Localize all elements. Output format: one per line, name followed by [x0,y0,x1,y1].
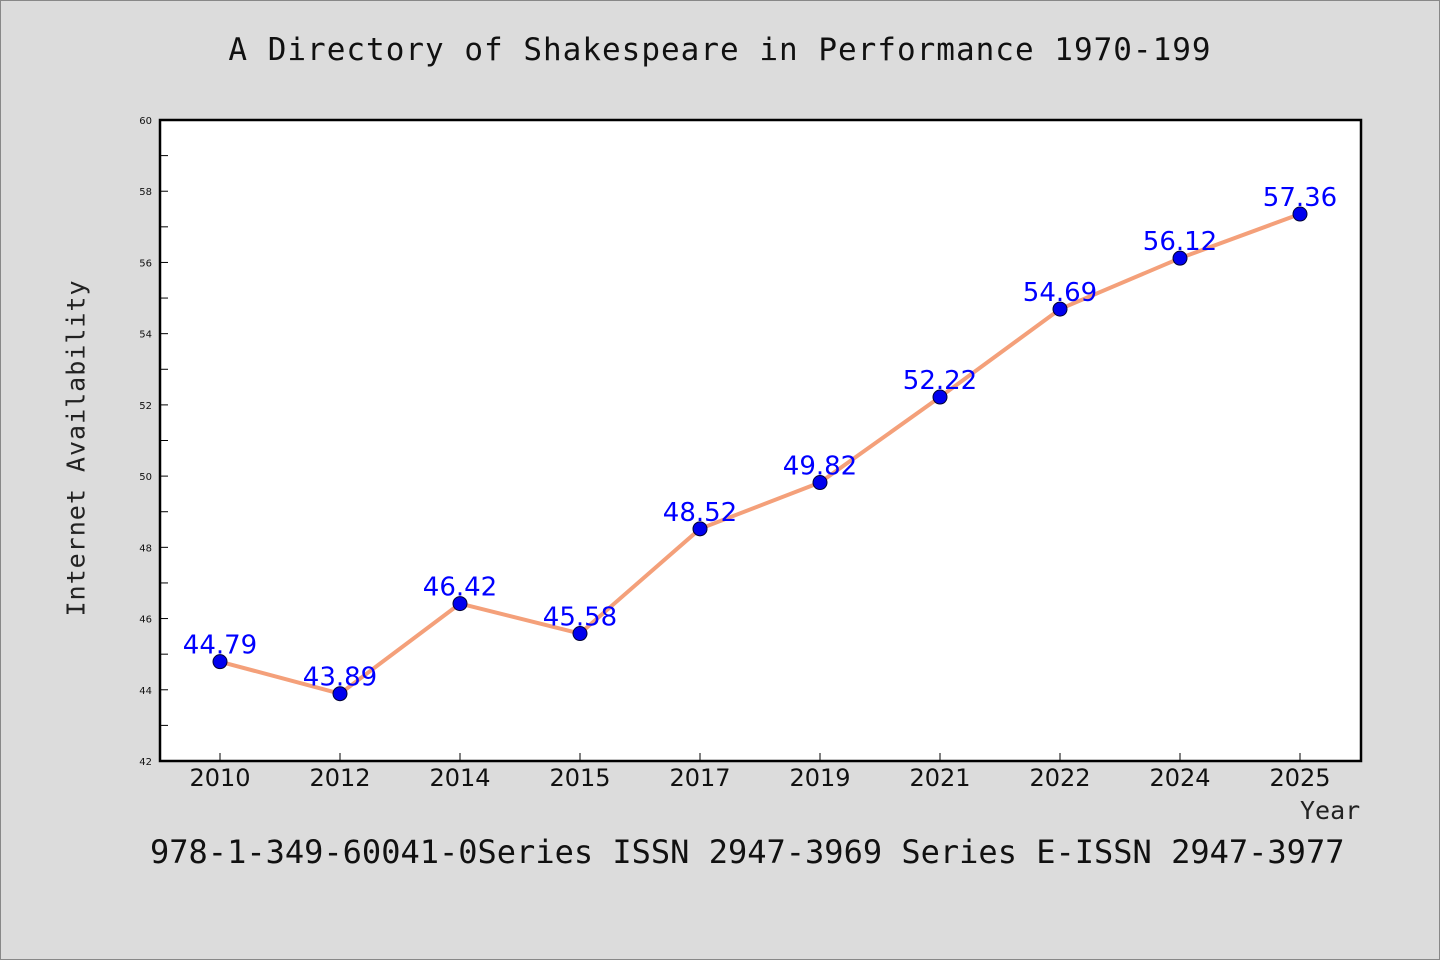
data-point [332,686,348,702]
x-tick-label: 2015 [549,764,610,792]
y-tick-label: 58 [139,187,152,198]
x-tick-label: 2022 [1029,764,1090,792]
data-point [572,626,588,642]
y-tick-label: 44 [139,686,152,697]
x-tick-label: 2019 [789,764,850,792]
y-tick-label: 56 [139,258,152,269]
x-tick-label: 2010 [189,764,250,792]
y-tick-label: 54 [139,330,152,341]
y-tick-label: 46 [139,615,152,626]
y-tick-label: 52 [139,401,152,412]
y-tick-label: 60 [139,116,152,127]
x-tick-label: 2014 [429,764,490,792]
x-tick-label: 2017 [669,764,730,792]
y-tick-label: 42 [139,757,152,768]
data-label: 56.12 [1143,227,1217,257]
data-label: 49.82 [783,452,857,482]
x-tick-label: 2025 [1269,764,1330,792]
data-point [1172,250,1188,266]
x-tick-label: 2012 [309,764,370,792]
data-point [1052,301,1068,317]
footer-text: 978-1-349-60041-0Series ISSN 2947-3969 S… [150,833,1345,871]
x-tick-label: 2021 [909,764,970,792]
data-label: 46.42 [423,573,497,603]
x-tick-label: 2024 [1149,764,1210,792]
y-tick-label: 50 [139,472,152,483]
series-line [219,212,1301,696]
data-point [932,389,948,405]
data-point [692,521,708,537]
data-label: 48.52 [663,498,737,528]
chart-title: A Directory of Shakespeare in Performanc… [228,32,1212,68]
data-point [1292,206,1308,222]
x-axis-label: Year [1300,796,1361,825]
data-label: 57.36 [1263,183,1337,213]
plot-area [158,118,1363,763]
data-point [452,596,468,612]
data-point [812,475,828,491]
data-label: 52.22 [903,366,977,396]
data-label: 43.89 [303,663,377,693]
data-label: 44.79 [183,631,257,661]
data-label: 45.58 [543,603,617,633]
data-point [212,654,228,670]
y-tick-label: 48 [139,543,152,554]
data-label: 54.69 [1023,278,1097,308]
